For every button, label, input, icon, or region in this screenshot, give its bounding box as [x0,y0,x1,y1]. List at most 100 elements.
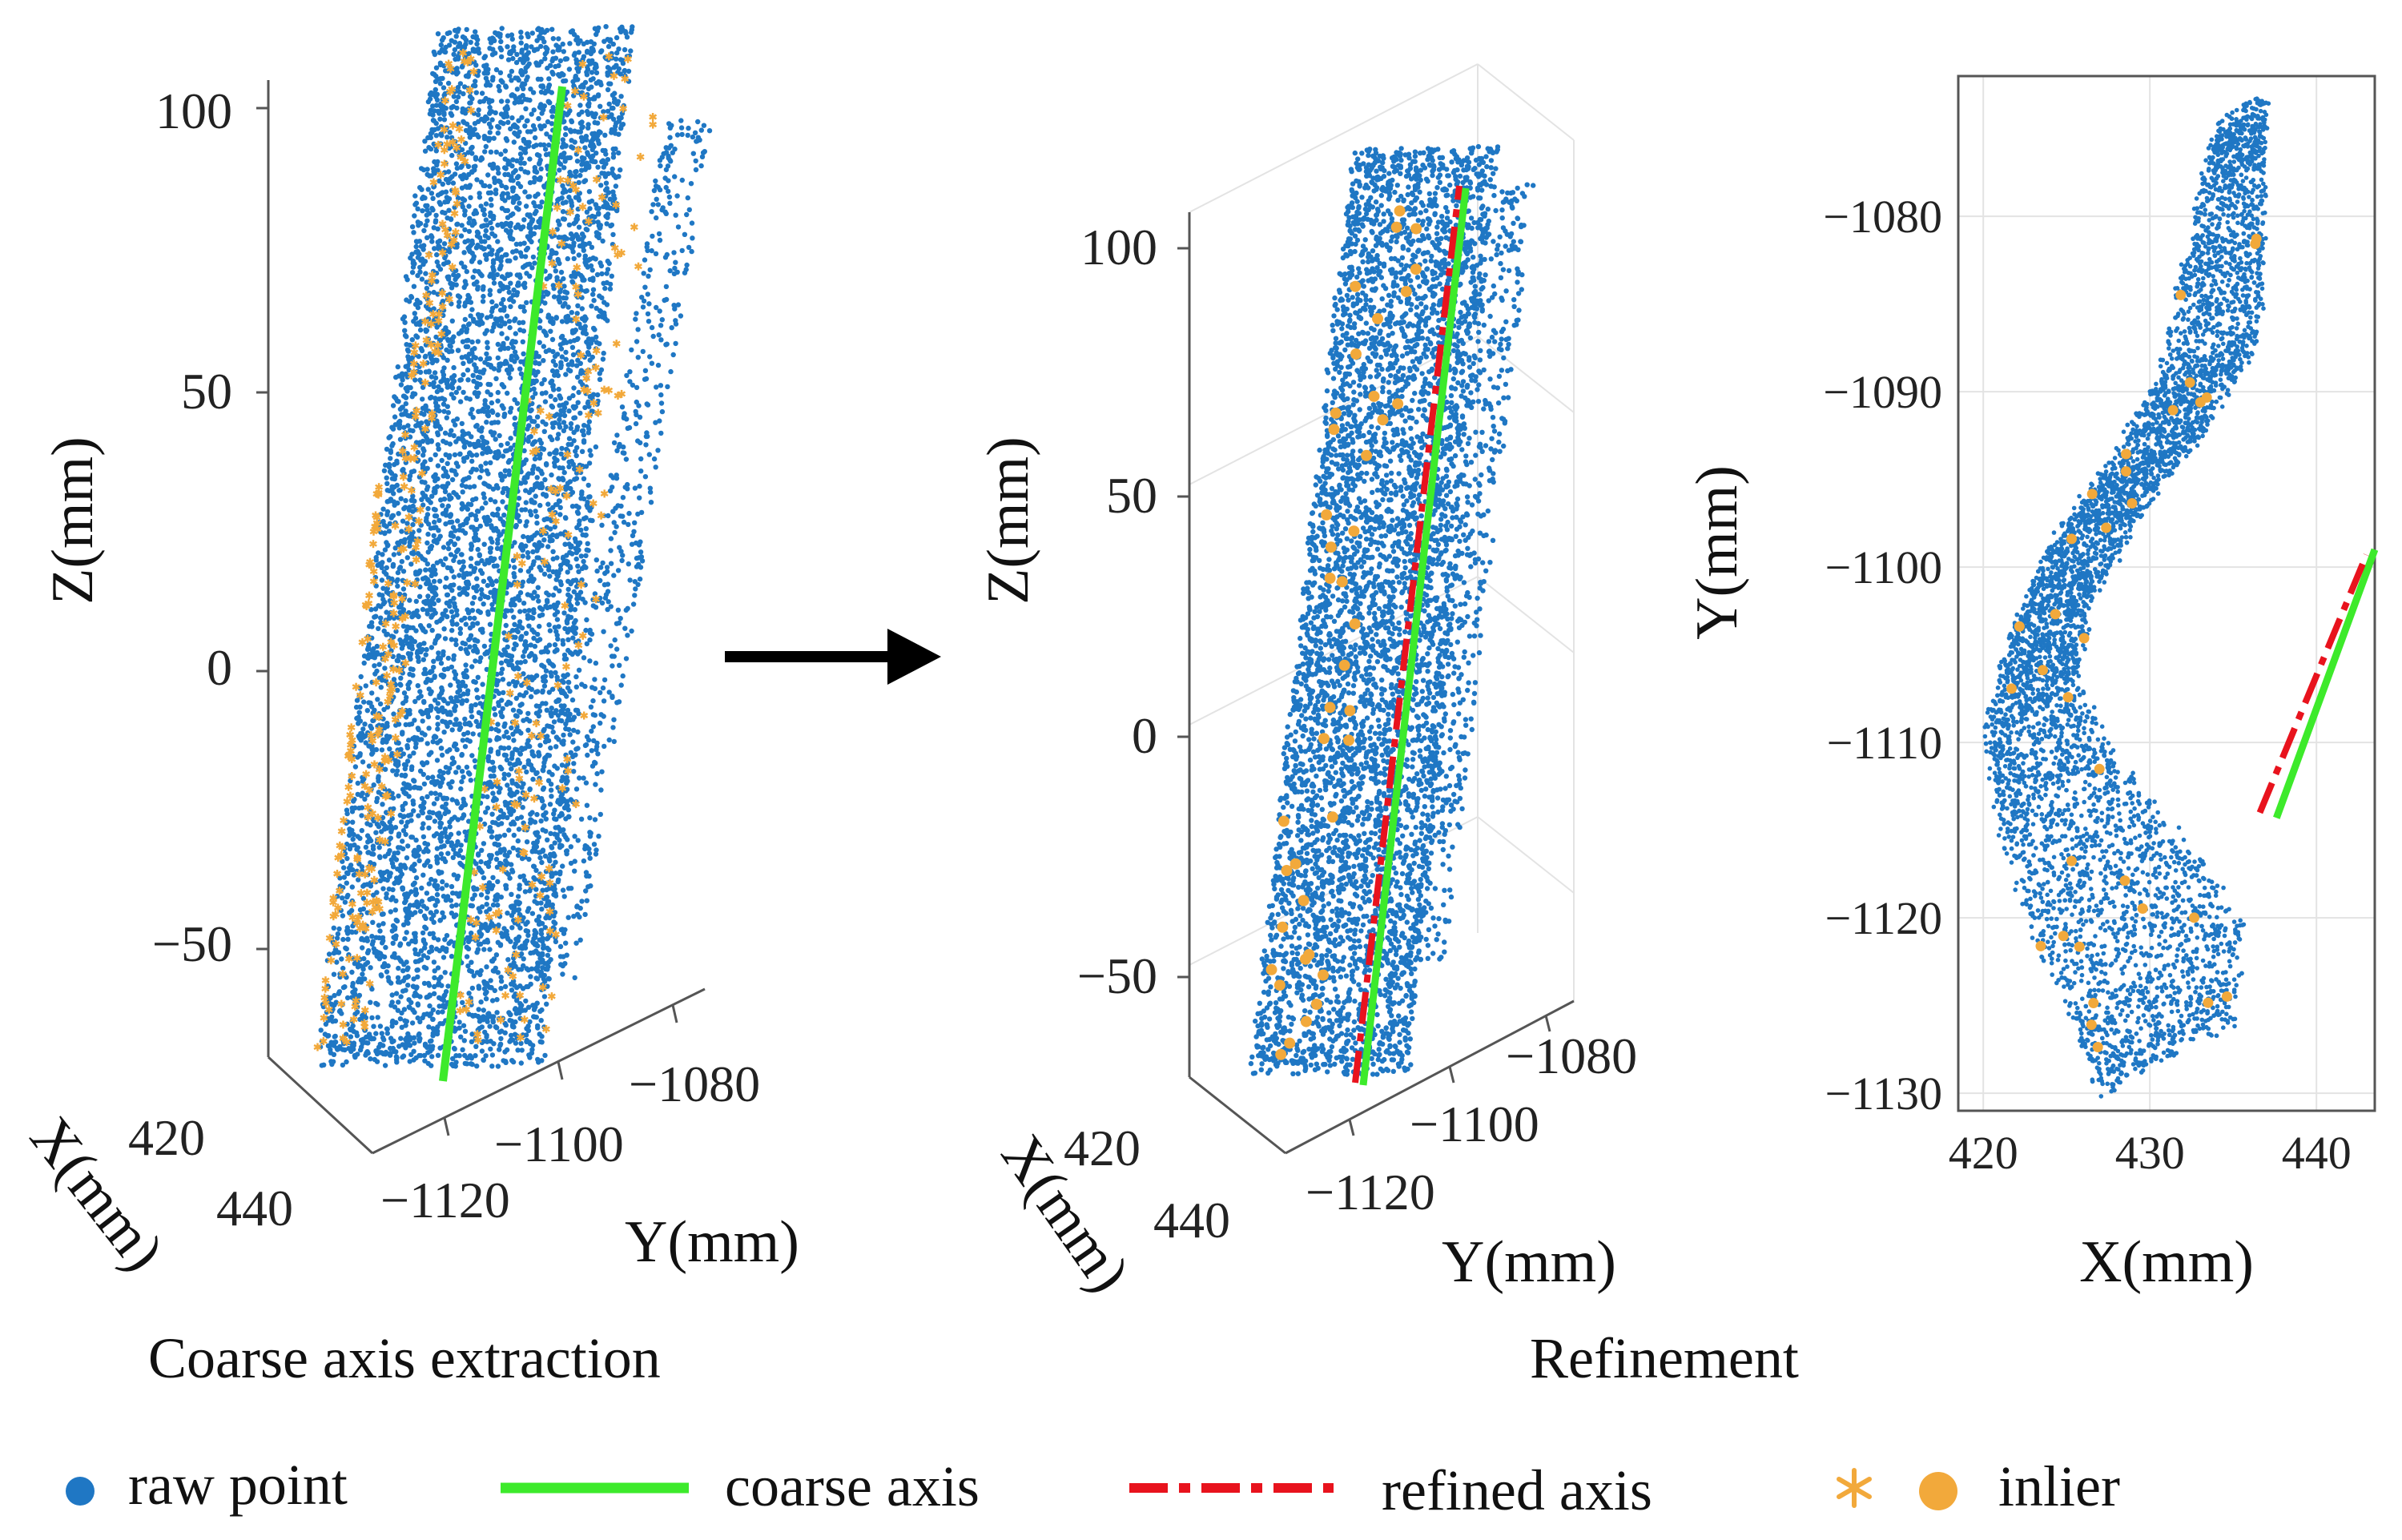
raw-point [573,448,578,454]
raw-point [403,395,409,400]
raw-point [498,975,504,980]
raw-point [422,666,428,672]
raw-point [569,697,576,703]
raw-point [390,768,396,774]
raw-point [498,38,504,45]
raw-point [530,123,537,129]
raw-point [539,859,545,866]
raw-point [442,49,448,54]
raw-point [415,219,420,225]
raw-point [490,798,497,803]
raw-point [482,54,489,59]
raw-point [424,891,430,896]
raw-point [610,105,616,111]
raw-point [574,601,581,606]
raw-point [532,135,538,141]
raw-point [541,678,546,684]
raw-point [458,786,464,792]
raw-point [449,568,455,574]
raw-point [599,271,605,277]
raw-point [433,903,438,908]
raw-point [533,655,538,661]
raw-point [492,420,497,425]
raw-point [426,623,432,629]
raw-point [384,1026,390,1032]
raw-point [508,790,513,796]
raw-point [552,816,557,822]
raw-point [506,319,513,324]
raw-point [455,690,461,695]
raw-point [369,690,375,696]
raw-point [515,894,521,899]
raw-point [341,865,347,871]
raw-point [398,675,404,681]
raw-point [427,931,433,937]
raw-point [536,115,541,122]
raw-point [390,426,396,432]
raw-point [522,189,528,195]
raw-point [432,975,437,981]
raw-point [537,123,543,129]
raw-point [446,781,452,787]
raw-point [449,380,456,387]
raw-point [560,200,566,206]
raw-point [592,96,597,102]
raw-point [424,235,430,240]
raw-point [581,179,587,184]
raw-point [541,683,548,689]
raw-point [487,130,493,135]
raw-point [453,637,459,643]
raw-point [454,876,460,882]
raw-point [460,196,465,202]
raw-point [421,980,428,987]
raw-point [400,922,407,928]
raw-point [493,376,499,381]
raw-point [594,120,601,126]
raw-point [418,694,424,699]
raw-point [586,419,592,424]
raw-point [521,280,528,286]
raw-point [473,365,479,371]
raw-point [529,407,534,413]
raw-point [468,778,473,783]
raw-point [471,378,477,384]
raw-point [511,832,517,838]
raw-point [421,781,428,787]
raw-point [434,540,440,545]
raw-point [363,844,369,850]
raw-point [532,500,537,505]
raw-point [395,569,401,576]
raw-point [495,355,501,361]
raw-point [479,1024,485,1030]
raw-point [517,151,524,157]
raw-point [406,535,412,541]
raw-point [502,468,508,473]
raw-point [444,946,449,952]
raw-point [571,221,577,227]
raw-point [447,130,453,135]
raw-point [502,983,509,990]
raw-point [597,79,603,86]
raw-point [420,396,425,402]
raw-point [462,716,468,722]
raw-point [482,561,488,567]
raw-point [549,472,554,478]
raw-point [431,578,437,585]
raw-point [443,556,449,561]
raw-point [481,578,487,584]
raw-point [538,818,544,824]
raw-point [516,708,522,714]
raw-point [541,344,546,349]
raw-point [479,570,485,576]
raw-point [488,313,494,320]
raw-point [400,731,405,737]
raw-point [468,556,474,561]
raw-point [336,926,342,932]
raw-point [507,258,513,263]
raw-point [567,187,573,194]
raw-point [405,686,412,691]
raw-point [485,404,491,410]
raw-point [571,589,577,595]
raw-point [499,254,505,260]
raw-point [458,805,464,810]
